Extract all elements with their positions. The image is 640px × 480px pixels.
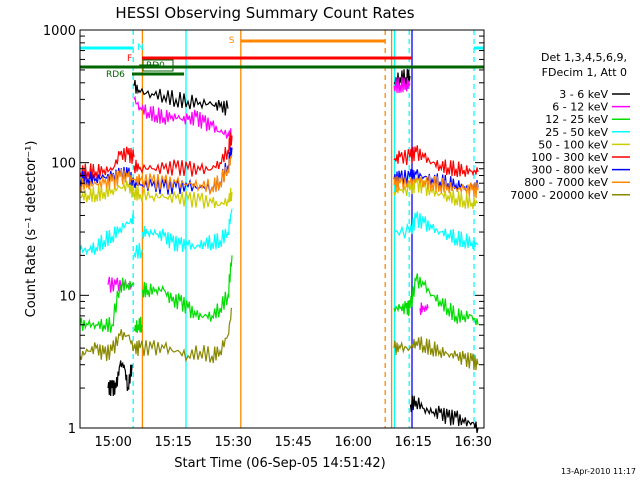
x-axis-label: Start Time (06-Sep-05 14:51:42) (174, 456, 385, 471)
axes: 1 10 100 1000 15:00 15:15 15:30 15:45 16:00 16:15… (43, 24, 492, 450)
series-line-12-25-kev-seg1 (133, 316, 143, 333)
legend-label-12-25-kev: 12 - 25 keV (545, 113, 608, 126)
series-line-100-300-kev-seg1 (133, 132, 233, 177)
series-line-6-12-kev-seg1 (133, 95, 233, 143)
series-line-25-50-kev-seg3 (393, 211, 479, 250)
x-tick-label-1500: 15:00 (94, 435, 131, 450)
series-line-6-12-kev-seg2 (393, 76, 411, 94)
series-line-50-100-kev-seg0 (79, 180, 135, 203)
series-line-12-25-kev-seg0 (79, 277, 135, 333)
legend-header-line-1: Det 1,3,4,5,6,9, (541, 51, 627, 64)
series-line-300-800-kev-seg1 (133, 147, 233, 196)
legend-label-800-7000-kev: 800 - 7000 keV (524, 176, 608, 189)
series-line-800-7000-kev-seg1 (133, 154, 233, 195)
series-line-800-7000-kev-seg0 (79, 169, 135, 193)
flag-label-f: F (127, 54, 132, 64)
flag-label-s: S (229, 36, 235, 46)
series-lines (79, 68, 479, 434)
series-line-12-25-kev-seg2 (141, 255, 233, 322)
series-line-7000-20000-kev-seg2 (393, 336, 479, 371)
y-tick-label-1000: 1000 (43, 24, 76, 39)
y-axis-label: Count Rate (s⁻¹ detector⁻¹) (24, 141, 39, 318)
plot-frame (79, 29, 485, 429)
chart-title: HESSI Observing Summary Count Rates (115, 4, 414, 22)
series-line-12-25-kev-seg3 (393, 273, 479, 326)
x-tick-label-1530: 15:30 (214, 435, 251, 450)
series-line-7000-20000-kev-seg1 (133, 307, 233, 364)
y-tick-label-1: 1 (68, 422, 76, 437)
legend-header-line-2: FDecim 1, Att 0 (542, 66, 627, 79)
y-tick-label-10: 10 (59, 289, 76, 304)
legend-label-3-6-kev: 3 - 6 keV (559, 88, 608, 101)
flag-bars: N S F RD0 RD6 (80, 36, 484, 80)
legend-label-100-300-kev: 100 - 300 keV (531, 151, 608, 164)
x-tick-label-1545: 15:45 (274, 435, 311, 450)
series-line-3-6-kev-seg1 (133, 79, 229, 116)
series-line-25-50-kev-seg2 (141, 208, 233, 253)
flag-label-rd6: RD6 (106, 70, 125, 80)
x-tick-label-1515: 15:15 (154, 435, 191, 450)
legend-label-25-50-kev: 25 - 50 keV (545, 126, 608, 139)
series-line-3-6-kev-seg3 (409, 395, 479, 434)
legend-label-300-800-kev: 300 - 800 keV (531, 164, 608, 177)
series-line-7000-20000-kev-seg0 (79, 329, 135, 361)
flag-label-rd0: RD0 (146, 61, 165, 71)
series-line-25-50-kev-seg0 (79, 213, 135, 256)
legend-label-7000-20000-kev: 7000 - 20000 keV (510, 189, 608, 202)
x-tick-label-1630: 16:30 (454, 435, 491, 450)
legend-label-6-12-kev: 6 - 12 keV (552, 101, 608, 114)
series-line-3-6-kev-seg0 (107, 360, 133, 397)
series-line-100-300-kev-seg0 (79, 146, 135, 180)
flag-label-n: N (137, 43, 144, 53)
footer-timestamp: 13-Apr-2010 11:17 (561, 467, 636, 476)
plot-area (132, 30, 475, 428)
legend-label-50-100-kev: 50 - 100 keV (538, 138, 608, 151)
series-line-25-50-kev-seg1 (133, 242, 143, 259)
series-line-50-100-kev-seg1 (133, 184, 233, 209)
flag-box-rd0 (142, 59, 174, 72)
series-line-6-12-kev-seg3 (419, 302, 429, 316)
y-tick-label-100: 100 (51, 157, 76, 172)
series-line-800-7000-kev-seg2 (393, 175, 479, 199)
series-line-100-300-kev-seg2 (393, 145, 479, 177)
x-tick-label-1615: 16:15 (394, 435, 431, 450)
x-tick-label-1600: 16:00 (334, 435, 371, 450)
